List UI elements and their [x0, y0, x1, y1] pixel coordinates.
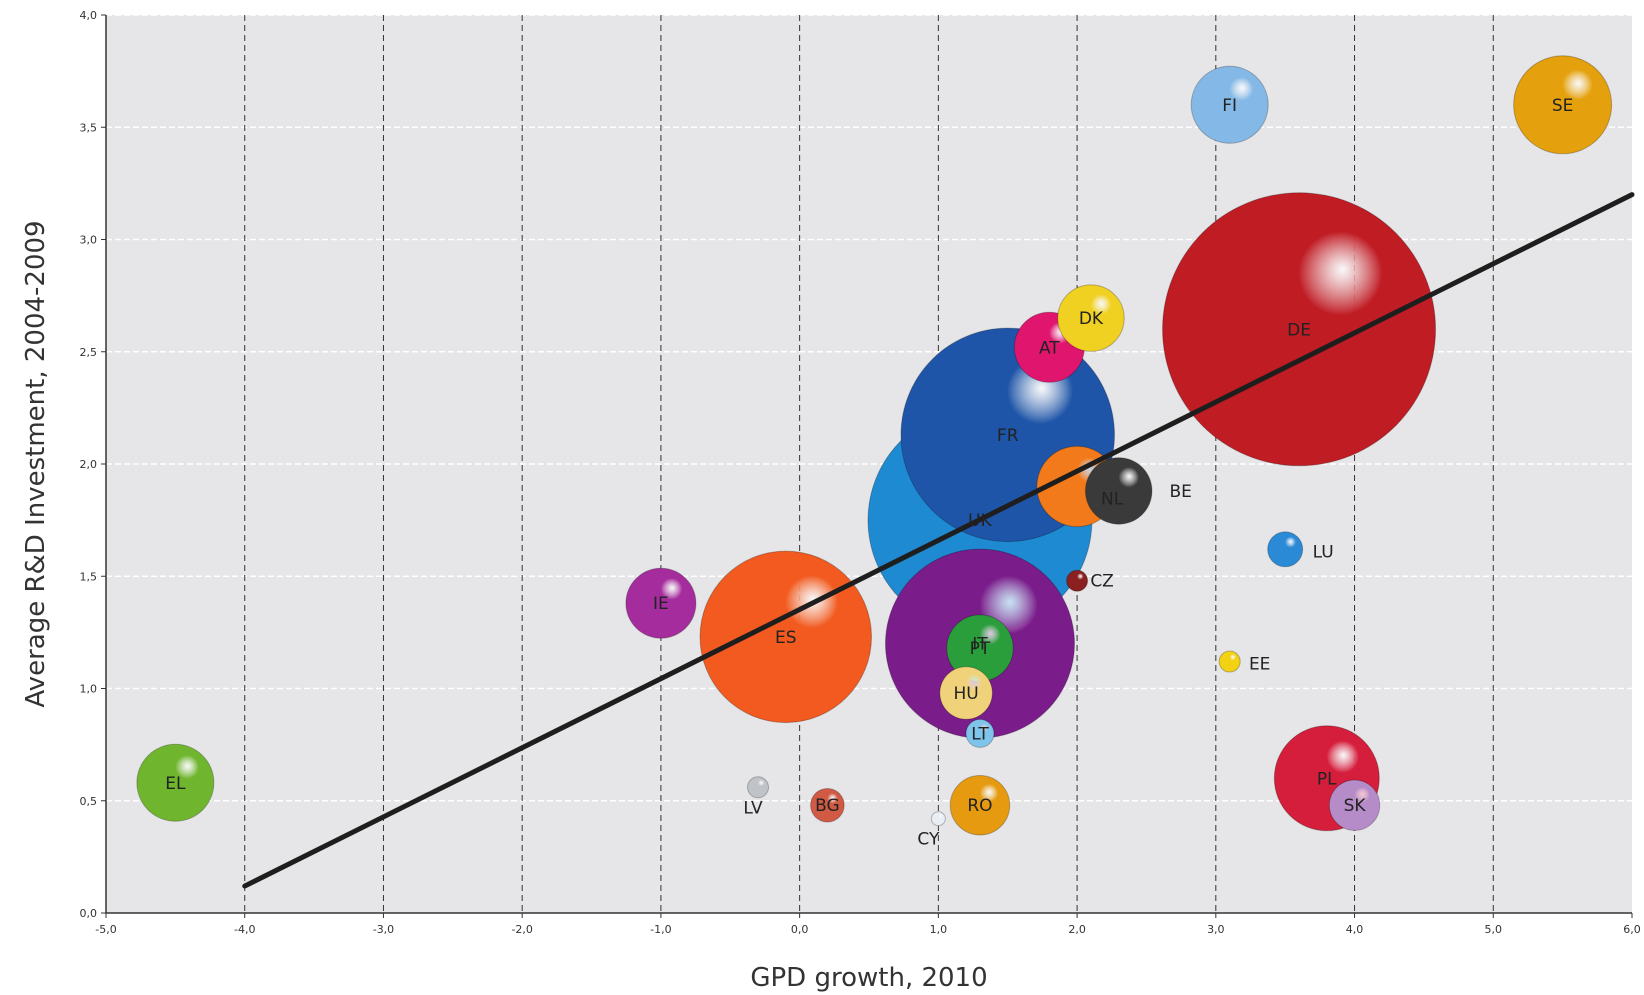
x-tick-label: 6,0 [1623, 923, 1641, 936]
x-tick-label: -5,0 [95, 923, 116, 936]
label-be: BE [1170, 482, 1192, 502]
y-tick-label: 4,0 [80, 9, 98, 22]
y-tick-label: 0,0 [80, 907, 98, 920]
trend-line-group [242, 192, 1635, 889]
x-tick-label: -2,0 [511, 923, 532, 936]
y-axis-title: Average R&D Investment, 2004-2009 [21, 220, 51, 707]
label-pl: PL [1317, 769, 1337, 789]
x-tick-label: 0,0 [791, 923, 809, 936]
bubble-bg [810, 787, 845, 823]
label-de: DE [1287, 320, 1311, 340]
bubble-lu [1267, 531, 1304, 568]
bubble-ro [949, 774, 1011, 836]
label-uk: UK [968, 511, 992, 531]
trend-line [242, 192, 1635, 889]
bubbles [136, 55, 1613, 836]
label-hu: HU [953, 684, 978, 704]
bubble-fi [1190, 65, 1269, 144]
label-ro: RO [967, 796, 992, 816]
bubble-lv [747, 776, 770, 799]
x-tick-labels: -5,0 -4,0 -3,0 -2,0 -1,0 0,0 1,0 2,0 3,0 4,0 5,0 6,… [95, 923, 1640, 936]
bubble-cy [930, 811, 946, 827]
label-fi: FI [1222, 96, 1237, 116]
bubble-ee [1218, 650, 1241, 673]
y-tick-label: 1,5 [80, 570, 98, 583]
label-lt: LT [971, 724, 989, 744]
x-tick-label: -3,0 [373, 923, 394, 936]
bubble-el [136, 743, 215, 822]
y-tick-labels: 0,0 0,5 1,0 1,5 2,0 2,5 3,0 3,5 4,0 [80, 9, 98, 920]
bubble-hu [939, 666, 993, 720]
y-tick-label: 1,0 [80, 683, 98, 696]
label-lu: LU [1313, 542, 1334, 562]
axes [101, 14, 1633, 918]
x-axis-title: GPD growth, 2010 [750, 963, 987, 993]
x-tick-label: 1,0 [930, 923, 948, 936]
bubble-de [1162, 192, 1437, 467]
bubble-lt [965, 718, 995, 748]
y-tick-label: 2,5 [80, 346, 98, 359]
label-nl: NL [1101, 489, 1124, 509]
label-dk: DK [1079, 309, 1104, 329]
x-tick-label: 3,0 [1207, 923, 1225, 936]
label-lv: LV [743, 798, 763, 818]
bubble-sk [1328, 779, 1381, 831]
bubble-dk [1057, 284, 1125, 352]
y-tick-label: 3,5 [80, 121, 98, 134]
y-tick-label: 3,0 [80, 234, 98, 247]
label-ee: EE [1249, 655, 1270, 675]
x-tick-label: 2,0 [1068, 923, 1086, 936]
label-es: ES [775, 628, 797, 648]
label-at: AT [1039, 338, 1060, 358]
x-tick-label: 5,0 [1485, 923, 1503, 936]
label-pt: PT [970, 639, 991, 659]
bubble-se [1513, 55, 1613, 155]
label-it: IT [972, 635, 988, 655]
x-tick-label: 4,0 [1346, 923, 1364, 936]
y-tick-label: 0,5 [80, 795, 98, 808]
label-cy: CY [917, 830, 940, 850]
x-tick-label: -4,0 [234, 923, 255, 936]
x-tick-label: -1,0 [650, 923, 671, 936]
label-bg: BG [815, 796, 840, 816]
label-sk: SK [1344, 796, 1367, 816]
label-cz: CZ [1090, 572, 1114, 592]
bubble-be [1084, 457, 1153, 525]
label-se: SE [1552, 96, 1574, 116]
bubble-ie [625, 567, 697, 639]
label-fr: FR [997, 426, 1019, 446]
bubble-cz [1066, 569, 1089, 592]
y-tick-label: 2,0 [80, 458, 98, 471]
label-ie: IE [653, 594, 669, 614]
label-el: EL [165, 774, 186, 794]
